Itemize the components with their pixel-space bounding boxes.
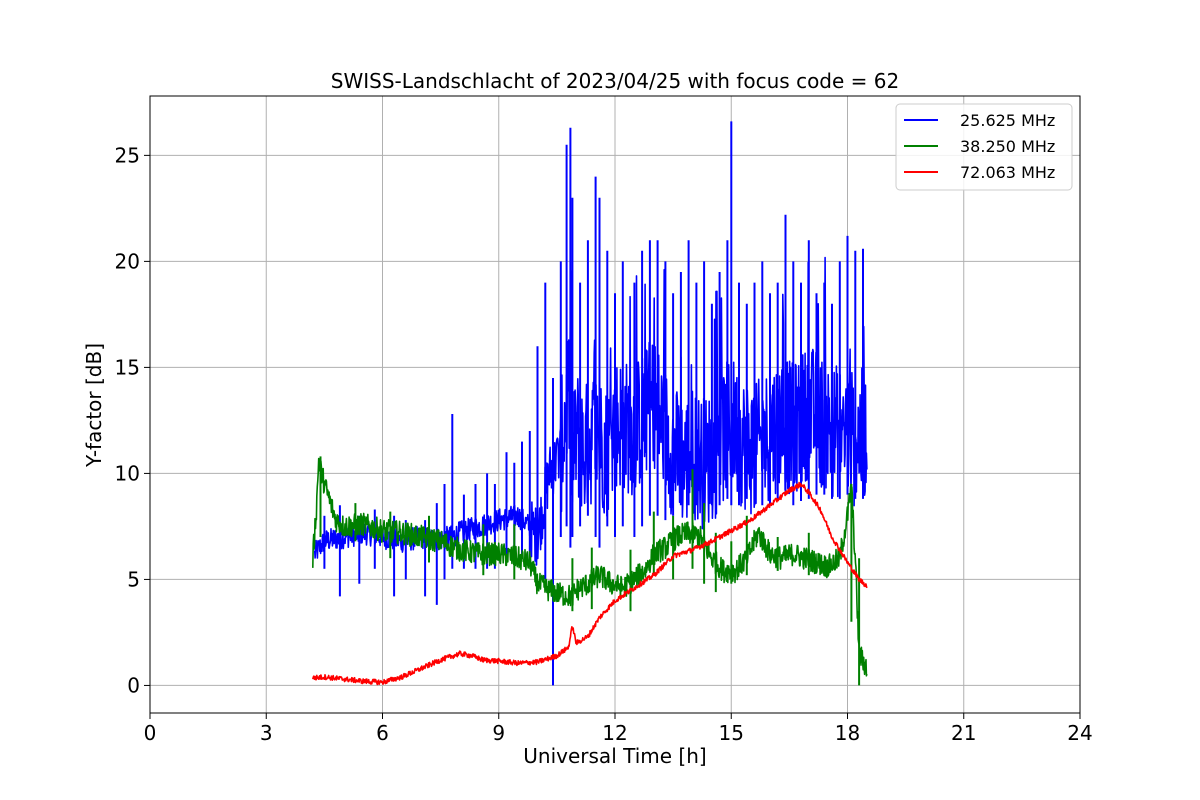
- y-tick-label: 15: [115, 355, 140, 379]
- y-tick-label: 0: [127, 673, 140, 697]
- x-tick-label: 24: [1067, 721, 1092, 745]
- x-tick-label: 12: [602, 721, 627, 745]
- x-tick-label: 6: [376, 721, 389, 745]
- legend-entry-label: 72.063 MHz: [960, 163, 1055, 182]
- legend: 25.625 MHz 38.250 MHz 72.063 MHz: [895, 103, 1073, 191]
- x-tick-label: 0: [144, 721, 157, 745]
- legend-entry-label: 25.625 MHz: [960, 111, 1055, 130]
- y-tick-label: 20: [115, 249, 140, 273]
- series-0: [313, 121, 868, 686]
- series-2: [312, 481, 868, 686]
- y-tick-label: 25: [115, 143, 140, 167]
- y-tick-label: 10: [115, 461, 140, 485]
- y-tick-label: 5: [127, 567, 140, 591]
- x-tick-label: 18: [835, 721, 860, 745]
- axis-ticks: 0 3 6 9 12 15 18 21 24 0 5 10 15 20 25: [115, 143, 1093, 745]
- chart-title: SWISS-Landschlacht of 2023/04/25 with fo…: [331, 69, 899, 93]
- series-line: [312, 481, 868, 686]
- x-tick-label: 9: [492, 721, 505, 745]
- x-tick-label: 3: [260, 721, 273, 745]
- x-tick-label: 15: [719, 721, 744, 745]
- x-axis-label: Universal Time [h]: [523, 744, 706, 768]
- legend-entry-label: 38.250 MHz: [960, 137, 1055, 156]
- plot-area: [312, 121, 868, 686]
- legend-box: [895, 103, 1073, 191]
- x-tick-label: 21: [951, 721, 976, 745]
- y-axis-label: Y-factor [dB]: [82, 343, 106, 468]
- series-line: [312, 457, 868, 677]
